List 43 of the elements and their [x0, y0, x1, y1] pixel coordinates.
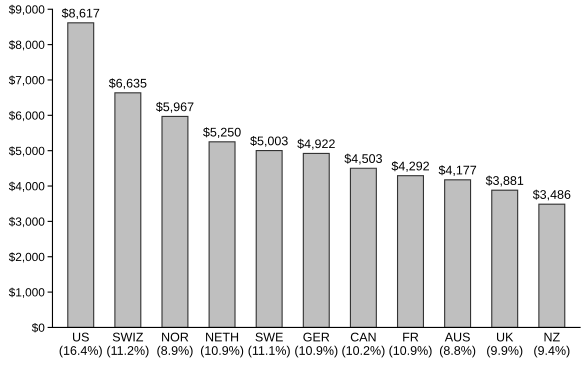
- bar: [350, 168, 377, 328]
- bar: [208, 141, 236, 328]
- y-tick-label: $0: [32, 322, 44, 333]
- bar: [538, 204, 566, 328]
- y-tick-label: $3,000: [8, 216, 44, 228]
- data-label: $8,617: [62, 8, 100, 20]
- x-tick-label: UK (9.9%): [487, 332, 522, 358]
- data-label: $6,635: [108, 78, 146, 90]
- bar: [396, 175, 424, 328]
- x-tick-label: NZ (9.4%): [534, 332, 570, 358]
- x-tick-label: FR (10.9%): [389, 332, 432, 358]
- bar: [444, 179, 472, 328]
- x-tick-label: AUS (8.8%): [440, 332, 476, 358]
- data-label: $3,486: [532, 190, 570, 200]
- y-tick-label: $5,000: [8, 146, 44, 156]
- data-label: $3,881: [486, 176, 524, 186]
- data-label: $4,922: [297, 138, 335, 150]
- x-tick-label: NOR (8.9%): [157, 332, 193, 358]
- y-tick-label: $4,000: [8, 182, 44, 192]
- x-tick-label: US (16.4%): [60, 332, 102, 358]
- x-tick-label: NETH (10.9%): [200, 332, 244, 358]
- data-label: $4,292: [392, 161, 429, 172]
- y-tick-label: $8,000: [8, 40, 44, 50]
- y-tick-label: $2,000: [8, 252, 44, 263]
- data-label: $4,503: [344, 154, 382, 164]
- x-tick-label: GER (10.9%): [295, 332, 338, 358]
- data-label: $4,177: [438, 165, 476, 176]
- y-tick-label: $7,000: [8, 76, 44, 86]
- data-label: $5,967: [156, 102, 194, 113]
- y-tick-label: $1,000: [8, 288, 44, 298]
- bar: [256, 150, 283, 328]
- x-tick-label: SWE (11.1%): [248, 332, 290, 358]
- bar: [491, 190, 518, 328]
- y-tick-label: $6,000: [8, 110, 44, 122]
- data-label: $5,250: [203, 127, 241, 138]
- y-tick-label: $9,000: [8, 4, 44, 16]
- bar: [302, 152, 330, 328]
- data-label: $5,003: [250, 136, 288, 147]
- bar: [67, 22, 94, 328]
- bar: [114, 92, 142, 328]
- x-tick-label: CAN (10.2%): [342, 332, 384, 358]
- bar: [161, 116, 188, 328]
- x-tick-label: SWIZ (11.2%): [107, 332, 148, 358]
